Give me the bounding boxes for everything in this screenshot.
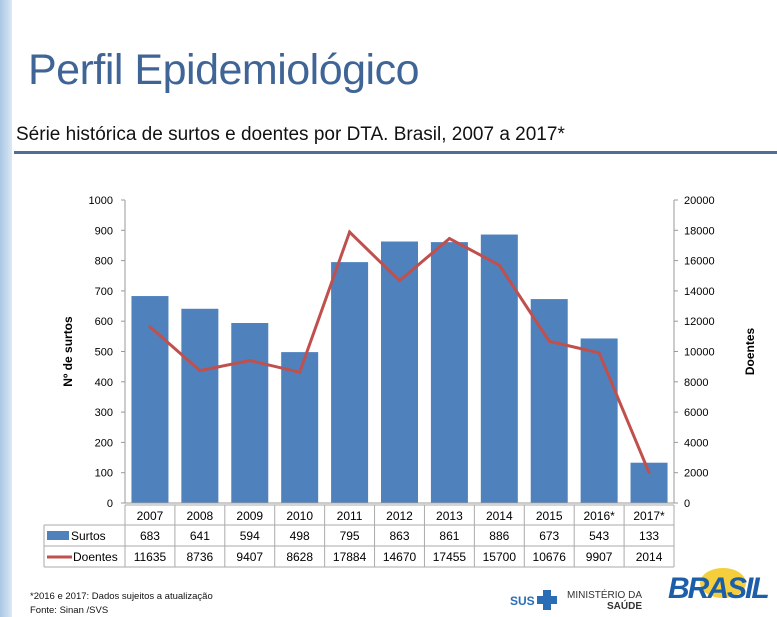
category-label: 2011 (337, 509, 363, 523)
data-label-doentes: 9907 (586, 550, 613, 564)
data-label-doentes: 2014 (636, 550, 663, 564)
right-tick-label: 10000 (684, 347, 715, 359)
left-tick-label: 0 (107, 498, 113, 510)
right-tick-label: 18000 (684, 225, 715, 237)
category-label: 2013 (436, 509, 463, 523)
data-label-doentes: 15700 (483, 550, 517, 564)
data-label-surtos: 498 (290, 529, 310, 543)
title-divider (14, 151, 777, 154)
point-doentes (148, 325, 152, 329)
data-label-surtos: 795 (340, 529, 360, 543)
data-label-surtos: 886 (489, 529, 509, 543)
right-tick-label: 20000 (684, 195, 715, 207)
category-label: 2008 (187, 509, 214, 523)
point-doentes (198, 369, 202, 373)
right-tick-label: 14000 (684, 286, 715, 298)
data-label-surtos: 641 (190, 529, 210, 543)
bar-surtos (381, 241, 418, 504)
bar-surtos (281, 352, 319, 503)
data-label-surtos: 683 (140, 529, 160, 543)
right-axis-label: Doentes (743, 328, 757, 376)
point-doentes (597, 351, 601, 355)
data-label-doentes: 14670 (383, 550, 417, 564)
right-tick-label: 8000 (684, 377, 708, 389)
point-doentes (447, 237, 451, 241)
data-label-surtos: 133 (639, 529, 659, 543)
category-label: 2016* (583, 509, 615, 523)
bar-surtos (331, 262, 369, 503)
left-tick-label: 800 (95, 256, 113, 268)
data-label-doentes: 17455 (433, 550, 467, 564)
right-tick-label: 2000 (684, 468, 708, 480)
data-label-surtos: 543 (589, 529, 609, 543)
ministerio-logo: MINISTÉRIO DA SAÚDE (567, 590, 643, 612)
left-tick-label: 100 (95, 468, 113, 480)
left-tick-label: 200 (95, 437, 113, 449)
left-tick-label: 700 (95, 286, 113, 298)
left-tick-label: 300 (95, 407, 113, 419)
category-label: 2017* (633, 509, 665, 523)
right-tick-label: 4000 (684, 437, 708, 449)
legend-doentes: Doentes (73, 550, 118, 564)
point-doentes (647, 470, 651, 474)
point-doentes (398, 279, 401, 283)
source-note: Fonte: Sinan /SVS (30, 605, 109, 616)
slide-subtitle: Série histórica de surtos e doentes por … (16, 124, 565, 145)
bar-surtos (181, 308, 219, 503)
category-label: 2014 (486, 509, 513, 523)
left-tick-label: 600 (95, 316, 113, 328)
category-label: 2010 (286, 509, 313, 523)
sus-cross-icon (537, 590, 557, 610)
right-tick-label: 16000 (684, 256, 715, 268)
category-label: 2009 (236, 509, 263, 523)
data-label-doentes: 17884 (333, 550, 367, 564)
point-doentes (547, 339, 551, 343)
point-doentes (497, 263, 501, 267)
data-label-doentes: 8736 (187, 550, 214, 564)
bar-surtos (231, 323, 269, 503)
data-label-surtos: 863 (389, 529, 409, 543)
data-label-doentes: 9407 (236, 550, 263, 564)
left-tick-label: 900 (95, 225, 113, 237)
slide-side-bar (0, 0, 12, 617)
left-tick-label: 500 (95, 347, 113, 359)
category-label: 2012 (386, 509, 413, 523)
brasil-logo: BRASIL (668, 572, 770, 605)
data-label-doentes: 8628 (286, 550, 313, 564)
left-tick-label: 400 (95, 377, 113, 389)
bar-surtos (580, 338, 618, 503)
data-label-surtos: 861 (439, 529, 459, 543)
brasil-globe-icon (700, 568, 746, 598)
point-doentes (248, 358, 252, 362)
bar-surtos (530, 299, 568, 503)
category-label: 2015 (536, 509, 563, 523)
bar-surtos (430, 242, 468, 503)
slide-title: Perfil Epidemiológico (28, 46, 420, 94)
left-axis-label: Nº de surtos (61, 316, 75, 387)
sus-logo: SUS (510, 594, 535, 608)
data-label-surtos: 594 (240, 529, 260, 543)
left-tick-label: 1000 (89, 195, 113, 207)
right-tick-label: 6000 (684, 407, 708, 419)
bar-surtos (131, 296, 169, 503)
data-label-surtos: 673 (539, 529, 559, 543)
category-label: 2007 (137, 509, 164, 523)
legend-surtos: Surtos (71, 529, 106, 543)
point-doentes (348, 230, 352, 234)
footnote: *2016 e 2017: Dados sujeitos a atualizaç… (30, 591, 213, 602)
bar-surtos (480, 234, 518, 504)
data-label-doentes: 11635 (134, 550, 167, 564)
right-tick-label: 0 (684, 498, 690, 510)
data-label-doentes: 10676 (533, 550, 567, 564)
point-doentes (298, 370, 302, 374)
right-tick-label: 12000 (684, 316, 715, 328)
legend-surtos-swatch (47, 531, 69, 540)
